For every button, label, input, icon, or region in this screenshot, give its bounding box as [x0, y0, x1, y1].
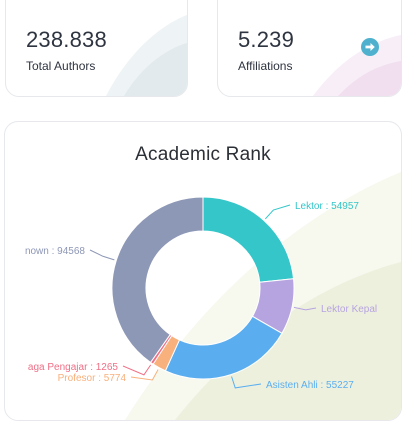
slice-lektor[interactable] [202, 196, 295, 283]
slice-label-tenaga-pengajar: aga Pengajar : 1265 [28, 362, 119, 373]
leader-line-lektor [264, 204, 291, 220]
leader-line-asisten-ahli [231, 376, 262, 389]
total-authors-card: 238.838 Total Authors [5, 0, 188, 97]
leader-line-profesor [130, 369, 159, 381]
slice-label-lektor: Lektor : 54957 [295, 201, 359, 212]
slice-label-lektor-kepala: Lektor Kepal [321, 304, 377, 315]
total-authors-value: 238.838 [26, 27, 107, 52]
slice-label-unknown: nown : 94568 [25, 246, 85, 257]
affiliations-value: 5.239 [238, 27, 295, 52]
slice-asisten-ahli[interactable] [164, 315, 283, 380]
leader-line-lektor-kepala [293, 306, 317, 311]
slice-unknown[interactable] [111, 196, 204, 364]
card-wave-decoration [106, 15, 187, 96]
leader-line-tenaga-pengajar [122, 364, 152, 376]
card-wave-decoration [313, 35, 401, 96]
affiliations-card: 5.239 Affiliations [217, 0, 402, 97]
total-authors-label: Total Authors [26, 59, 96, 73]
academic-rank-card: Academic Rank Lektor : 54957 Lektor Kepal… [4, 121, 402, 421]
affiliations-label: Affiliations [238, 59, 293, 73]
chart-title: Academic Rank [135, 144, 271, 165]
slice-label-profesor: Profesor : 5774 [58, 373, 127, 384]
slice-label-asisten-ahli: Asisten Ahli : 55227 [266, 380, 354, 391]
leader-line-unknown [89, 249, 115, 261]
academic-rank-donut-chart: Lektor : 54957 Lektor Kepal Asisten Ahli :… [25, 196, 377, 391]
arrow-right-circle-icon[interactable] [361, 38, 379, 56]
